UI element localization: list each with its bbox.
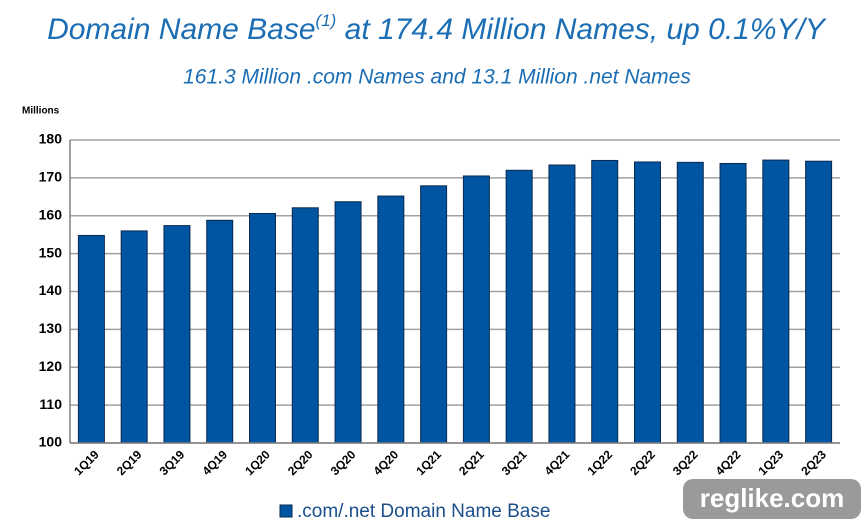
bar (505, 169, 533, 444)
watermark-box (683, 479, 861, 519)
x-tick-label: 4Q19 (199, 447, 230, 478)
x-tick-label: 2Q21 (456, 447, 487, 478)
bar (163, 225, 191, 444)
y-tick-label: 110 (39, 396, 62, 412)
bar (548, 164, 576, 444)
x-tick-label: 1Q19 (71, 447, 102, 478)
y-axis-label: Millions (22, 106, 60, 117)
bar (762, 159, 790, 444)
x-tick-label: 2Q22 (627, 447, 658, 478)
bar (77, 234, 105, 444)
x-tick-label: 1Q21 (413, 447, 444, 478)
x-tick-label: 2Q20 (285, 447, 316, 478)
bar (805, 160, 833, 444)
bar (676, 161, 704, 444)
bar (334, 201, 362, 444)
bar (420, 185, 448, 444)
bar (719, 162, 747, 444)
chart-title: Domain Name Base(1) at 174.4 Million Nam… (47, 11, 827, 45)
bar (120, 230, 148, 444)
bar (462, 175, 490, 444)
x-tick-label: 1Q23 (756, 447, 787, 478)
y-tick-label: 120 (39, 358, 63, 374)
x-tick-label: 4Q20 (371, 447, 402, 478)
x-tick-label: 4Q22 (713, 447, 744, 478)
y-tick-label: 170 (39, 169, 63, 185)
title-part: Domain Name Base (47, 13, 315, 46)
x-tick-label: 2Q19 (114, 447, 145, 478)
bar (377, 195, 405, 444)
bar (206, 219, 234, 444)
x-tick-label: 3Q19 (157, 447, 188, 478)
y-tick-label: 150 (39, 244, 63, 260)
y-tick-label: 160 (39, 206, 63, 222)
x-tick-label: 3Q22 (670, 447, 701, 478)
title-part: at 174.4 Million Names, up 0.1%Y/Y (336, 13, 827, 46)
title-superscript: (1) (316, 11, 337, 30)
legend-swatch (279, 504, 293, 518)
x-tick-label: 4Q21 (542, 447, 573, 478)
x-tick-label: 3Q20 (328, 447, 359, 478)
legend-label: .com/.net Domain Name Base (297, 501, 550, 522)
y-tick-label: 140 (39, 282, 63, 298)
watermark: reglike.com (700, 483, 845, 513)
bar (249, 212, 276, 444)
y-tick-label: 100 (39, 434, 63, 450)
x-tick-label: 2Q23 (798, 447, 829, 478)
x-tick-label: 1Q22 (584, 447, 615, 478)
x-tick-label: 3Q21 (499, 447, 530, 478)
chart-subtitle: 161.3 Million .com Names and 13.1 Millio… (183, 66, 691, 89)
y-tick-label: 130 (39, 320, 63, 336)
bar (291, 207, 319, 444)
bar (634, 161, 661, 444)
x-tick-label: 1Q20 (242, 447, 273, 478)
y-tick-label: 180 (39, 131, 63, 147)
bar (591, 159, 619, 444)
